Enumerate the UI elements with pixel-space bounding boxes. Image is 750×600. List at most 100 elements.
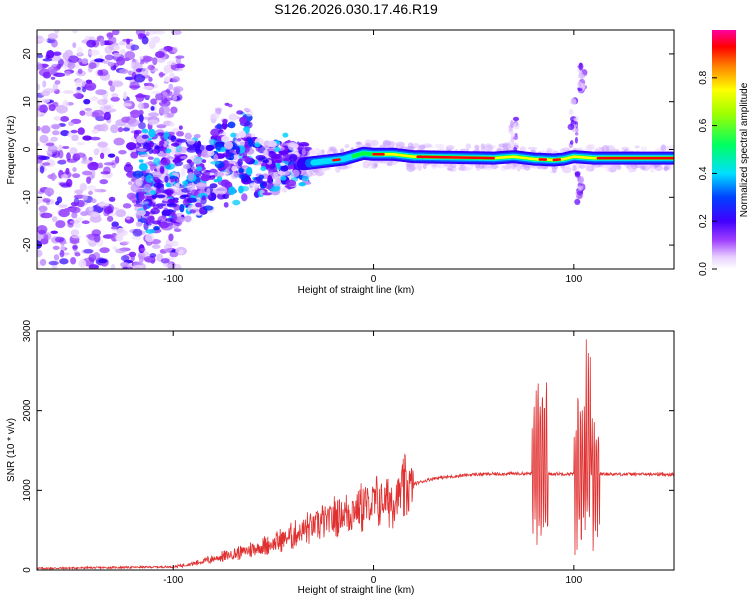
spectrogram-blob — [164, 148, 172, 154]
spectrogram-blob — [88, 49, 100, 56]
spectrogram-blob — [168, 83, 174, 91]
spectrogram-blob — [38, 68, 51, 77]
spectrogram-blob — [173, 67, 184, 72]
spectrogram-blob — [270, 153, 281, 159]
spectrogram-blob — [527, 146, 538, 150]
spectrogram-blob — [100, 116, 105, 121]
spectrogram-blob — [282, 132, 289, 138]
spectrogram-blob — [262, 192, 272, 196]
spectrogram-blob — [38, 155, 50, 161]
spectrogram-blob — [157, 132, 165, 136]
spectrogram-blob — [81, 58, 89, 65]
spectrogram-blob — [190, 189, 199, 196]
colorbar-label: Normalized spectral amplitude — [739, 82, 750, 217]
spectrogram-blob — [151, 90, 161, 95]
spectrogram-blob — [578, 185, 584, 191]
spectrogram-blob — [281, 142, 287, 146]
spectrogram-blob — [72, 30, 78, 34]
spectrogram-peak-segment — [416, 155, 495, 160]
spectrogram-blob — [552, 166, 557, 174]
spectrogram-blob — [220, 147, 227, 152]
spectrogram-blob — [104, 105, 112, 110]
spectrogram-blob — [241, 193, 248, 202]
spectrogram-blob — [130, 61, 135, 68]
spectrogram-blob — [439, 143, 445, 150]
spectrogram-blob — [159, 71, 164, 78]
spectrogram-blob — [255, 154, 266, 161]
spectrogram-blob — [222, 118, 228, 124]
spectrogram-blob — [110, 124, 119, 134]
spectrogram-blob — [174, 63, 186, 69]
spectrogram-blob — [107, 61, 115, 67]
spectrogram-blob — [216, 186, 228, 195]
spectrogram-blob — [249, 183, 259, 187]
spectrogram-blob — [585, 165, 592, 172]
spectrogram-blob — [362, 160, 370, 169]
spectrogram-blob — [201, 195, 206, 201]
spectrogram-blob — [156, 99, 162, 104]
spectrogram-blob — [43, 88, 55, 94]
spectrogram-blob — [70, 129, 78, 134]
spectrogram-blob — [446, 145, 456, 149]
spectrogram-ytick-label: -20 — [22, 237, 33, 252]
spectrogram-blob — [344, 144, 350, 149]
spectrogram-blob — [80, 159, 93, 165]
spectrogram-blob — [289, 154, 298, 162]
spectrogram-blob — [98, 258, 108, 264]
spectrogram-blob — [669, 144, 674, 148]
snr-line-group — [37, 339, 674, 570]
spectrogram-blob — [177, 146, 189, 152]
spectrogram-blob — [150, 190, 157, 196]
spectrogram-blob — [100, 37, 105, 47]
spectrogram-blob — [133, 203, 144, 207]
spectrogram-blob — [112, 246, 118, 251]
spectrogram-blob — [660, 144, 667, 152]
spectrogram-blob — [77, 46, 83, 56]
spectrogram-blob — [56, 196, 63, 204]
spectrogram-blob — [62, 90, 75, 94]
spectrogram-blob — [62, 52, 70, 61]
spectrogram-blob — [291, 169, 300, 177]
spectrogram-blob — [169, 251, 179, 258]
spectrogram-blob — [81, 220, 90, 225]
spectrogram-blob — [114, 156, 120, 164]
spectrogram-blob — [167, 135, 177, 141]
snr-ytick-label: 0 — [22, 567, 33, 573]
spectrogram-blob — [52, 245, 60, 251]
spectrogram-blob — [504, 164, 514, 171]
spectrogram-blob — [93, 148, 99, 155]
snr-ytick-label: 3000 — [22, 319, 33, 342]
spectrogram-blob — [135, 221, 143, 227]
spectrogram-blob — [408, 165, 416, 171]
spectrogram-blob — [134, 129, 142, 135]
spectrogram-blob — [90, 96, 99, 101]
spectrogram-blob — [37, 261, 41, 269]
spectrogram-blob — [54, 80, 61, 85]
spectrogram-blob — [229, 153, 235, 161]
spectrogram-blob — [186, 182, 196, 192]
spectrogram-blob — [244, 144, 250, 153]
spectrogram-blob — [179, 204, 185, 213]
spectrogram-blob — [118, 41, 127, 46]
spectrogram-blob — [267, 174, 273, 183]
spectrogram-blob — [62, 145, 70, 149]
spectrogram-blob — [148, 140, 155, 148]
spectrogram-blob — [180, 167, 186, 177]
spectrogram-blob — [108, 80, 113, 86]
snr-xtick-label: 100 — [565, 575, 582, 586]
spectrogram-blob — [95, 89, 107, 96]
spectrogram-blob — [115, 209, 127, 218]
spectrogram-blob — [73, 223, 81, 228]
spectrogram-blob — [581, 82, 586, 90]
spectrogram-blob — [94, 58, 104, 63]
spectrogram-blob — [237, 158, 243, 167]
spectrogram-blob — [196, 166, 203, 172]
spectrogram-blob — [37, 249, 43, 258]
spectrogram-blob — [147, 156, 154, 160]
spectrogram-blob — [99, 179, 109, 185]
spectrogram-blob — [145, 174, 154, 183]
spectrogram-blob — [153, 226, 160, 231]
spectrogram-blob — [44, 187, 55, 197]
spectrogram-blob — [176, 138, 187, 143]
